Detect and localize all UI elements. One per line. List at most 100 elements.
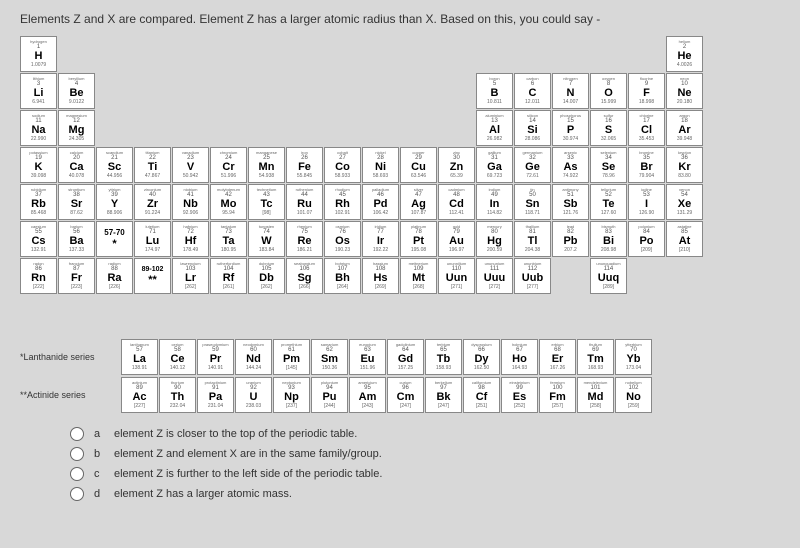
element-Be: beryllium 4 Be 9.0122 [58,73,95,109]
empty-cell [96,73,133,109]
element-symbol: Te [602,199,614,210]
element-Rh: rhodium 45 Rh 102.91 [324,184,361,220]
element-mass: 78.96 [602,174,615,179]
element-Pd: palladium 46 Pd 106.42 [362,184,399,220]
element-mass: 151.96 [360,366,375,371]
element-symbol: Fe [298,162,311,173]
element-mass: [243] [362,404,373,409]
lanthanide-marker: 57-70* [96,221,133,257]
element-symbol: As [563,162,577,173]
element-symbol: V [187,162,194,173]
element-mass: 174.97 [145,248,160,253]
answer-choices: a element Z is closer to the top of the … [20,427,780,501]
element-mass: [145] [286,366,297,371]
element-Zn: zinc 30 Zn 65.39 [438,147,475,183]
element-symbol: Pt [413,236,424,247]
empty-cell [286,110,323,146]
element-Nb: niobium 41 Nb 92.906 [172,184,209,220]
element-symbol: Eu [360,354,374,365]
element-symbol: Cu [411,162,426,173]
empty-cell [476,36,513,72]
element-symbol: Cs [31,236,45,247]
radio-a[interactable] [70,427,84,441]
element-mass: 140.12 [170,366,185,371]
element-mass: 22.990 [31,137,46,142]
element-mass: 183.84 [259,248,274,253]
element-symbol: Fr [71,273,82,284]
empty-cell [286,36,323,72]
element-symbol: Os [335,236,350,247]
element-Kr: krypton 36 Kr 83.80 [666,147,703,183]
element-mass: 167.26 [550,366,565,371]
element-Th: thorium 90 Th 232.04 [159,377,196,413]
element-mass: 39.948 [677,137,692,142]
element-Pa: protactinium 91 Pa 231.04 [197,377,234,413]
element-mass: 65.39 [450,174,463,179]
empty-cell [210,110,247,146]
element-symbol: Bh [335,273,350,284]
element-symbol: K [35,162,43,173]
element-symbol: Ti [148,162,158,173]
element-mass: 231.04 [208,404,223,409]
element-mass: 190.23 [335,248,350,253]
element-C: carbon 6 C 12.011 [514,73,551,109]
element-Ag: silver 47 Ag 107.87 [400,184,437,220]
element-symbol: Tm [587,354,604,365]
element-symbol: Cm [397,392,415,403]
radio-d[interactable] [70,487,84,501]
element-symbol: Ne [677,88,691,99]
element-symbol: Cf [476,392,488,403]
element-La: lanthanum 57 La 138.91 [121,339,158,375]
answer-b[interactable]: b element Z and element X are in the sam… [70,447,780,461]
element-mass: 207.2 [564,248,577,253]
element-mass: [247] [438,404,449,409]
element-symbol: Co [335,162,350,173]
radio-b[interactable] [70,447,84,461]
element-Rf: rutherfordium 104 Rf [261] [210,258,247,294]
element-mass: [209] [641,248,652,253]
element-Na: sodium 11 Na 22.990 [20,110,57,146]
element-mass: 157.25 [398,366,413,371]
empty-cell [286,73,323,109]
answer-d[interactable]: d element Z has a larger atomic mass. [70,487,780,501]
element-mass: [247] [400,404,411,409]
element-symbol: Se [602,162,615,173]
answer-letter: b [94,448,114,460]
element-mass: 87.62 [70,211,83,216]
element-mass: 118.71 [525,211,540,216]
empty-cell [400,110,437,146]
element-symbol: Hg [487,236,502,247]
element-Ga: gallium 31 Ga 69.723 [476,147,513,183]
element-mass: [226] [109,285,120,290]
empty-cell [248,110,285,146]
element-Pb: lead 82 Pb 207.2 [552,221,589,257]
element-Rb: rubidium 37 Rb 85.468 [20,184,57,220]
element-symbol: B [491,88,499,99]
element-mass: 39.098 [31,174,46,179]
element-symbol: Tl [528,236,538,247]
element-As: arsenic 33 As 74.922 [552,147,589,183]
element-Sn: tin 50 Sn 118.71 [514,184,551,220]
element-mass: 114.82 [487,211,502,216]
element-mass: 69.723 [487,174,502,179]
element-symbol: Hs [373,273,387,284]
answer-c[interactable]: c element Z is further to the left side … [70,467,780,481]
element-Es: einsteinium 99 Es [252] [501,377,538,413]
element-symbol: Bk [436,392,450,403]
element-Dy: dysprosium 66 Dy 162.50 [463,339,500,375]
element-symbol: Ho [512,354,527,365]
element-mass: 44.956 [107,174,122,179]
element-Lu: lutetium 71 Lu 174.97 [134,221,171,257]
element-Sg: seaborgium 106 Sg [266] [286,258,323,294]
element-symbol: Th [171,392,184,403]
element-symbol: Mo [221,199,237,210]
element-symbol: Kr [678,162,690,173]
element-mass: [266] [299,285,310,290]
element-symbol: Lu [146,236,159,247]
radio-c[interactable] [70,467,84,481]
element-Np: neptunium 93 Np [237] [273,377,310,413]
element-symbol: Uuq [598,273,619,284]
element-symbol: Cd [449,199,464,210]
element-mass: [261] [223,285,234,290]
answer-a[interactable]: a element Z is closer to the top of the … [70,427,780,441]
